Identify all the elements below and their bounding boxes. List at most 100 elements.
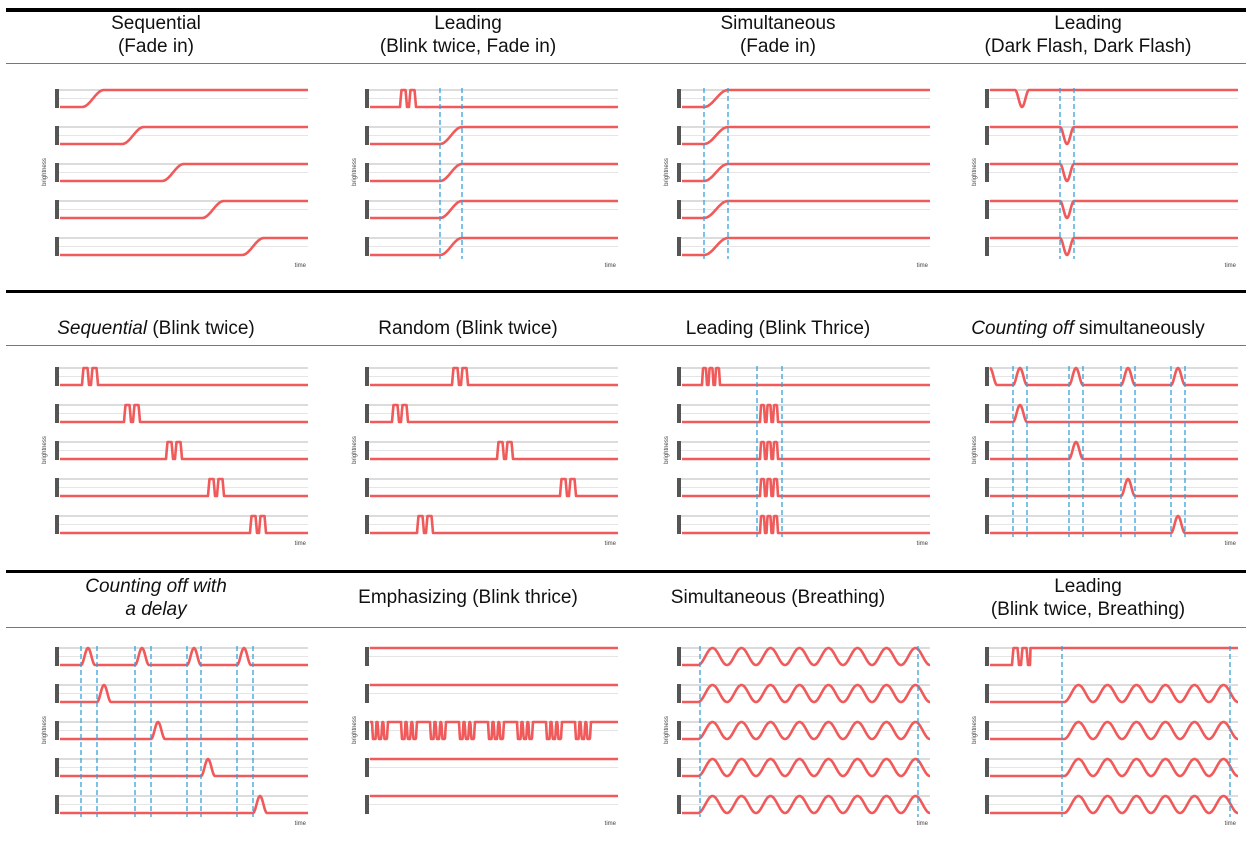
brightness-signal	[989, 794, 1239, 815]
led-marker	[985, 515, 989, 534]
led-marker	[365, 237, 369, 256]
led-marker	[677, 200, 681, 219]
brightness-signal	[59, 125, 309, 146]
pattern-panel-emphasizing: brightness time	[352, 646, 619, 827]
panel-title-line: Emphasizing (Blink thrice)	[358, 587, 578, 608]
pattern-panel-blink-then-breathing: brightness time	[972, 646, 1239, 827]
brightness-signal	[989, 88, 1239, 109]
brightness-signal	[369, 236, 619, 257]
brightness-signal	[369, 162, 619, 183]
y-axis-label: brightness	[352, 716, 358, 744]
panel-title: Leading (Blink twice, Fade in)	[312, 12, 624, 58]
led-marker	[677, 684, 681, 703]
brightness-signal	[681, 514, 931, 535]
panel-title-line: Counting off with	[85, 576, 227, 597]
pattern-panel-blink-thrice-leading: brightness time	[664, 366, 931, 547]
panel-title-line: Leading	[434, 13, 502, 34]
title-divider	[6, 345, 1246, 346]
panel-title-line: (Dark Flash, Dark Flash)	[984, 36, 1192, 57]
led-marker	[985, 684, 989, 703]
pattern-panel-blink-then-fade: brightness time	[352, 88, 619, 269]
led-marker	[985, 647, 989, 666]
panel-title-line: Leading	[1054, 13, 1122, 34]
x-axis-label: time	[295, 821, 307, 827]
brightness-signal	[989, 199, 1239, 220]
led-marker	[365, 89, 369, 108]
panel-title-line: Random (Blink twice)	[378, 318, 558, 339]
pattern-panel-counting-off-delay: brightness time	[42, 646, 309, 827]
section-rule	[6, 8, 1246, 12]
brightness-signal	[59, 646, 309, 667]
brightness-signal	[989, 646, 1239, 667]
brightness-signal	[59, 199, 309, 220]
led-marker	[55, 441, 59, 460]
panel-title: Random (Blink twice)	[312, 317, 624, 340]
x-axis-label: time	[917, 541, 929, 547]
x-axis-label: time	[1225, 821, 1237, 827]
panel-title: Leading (Blink Thrice)	[622, 317, 934, 340]
led-marker	[365, 721, 369, 740]
y-axis-label: brightness	[972, 436, 978, 464]
section-rule	[6, 570, 1246, 573]
led-marker	[55, 478, 59, 497]
led-marker	[55, 200, 59, 219]
led-marker	[677, 89, 681, 108]
brightness-signal	[681, 199, 931, 220]
brightness-signal	[681, 236, 931, 257]
brightness-signal	[989, 477, 1239, 498]
x-axis-label: time	[295, 541, 307, 547]
panel-title: Leading (Blink twice, Breathing)	[932, 575, 1244, 621]
led-marker	[677, 441, 681, 460]
y-axis-label: brightness	[664, 716, 670, 744]
led-marker	[677, 478, 681, 497]
x-axis-label: time	[917, 821, 929, 827]
panel-title-line: Sequential	[111, 13, 201, 34]
led-marker	[985, 163, 989, 182]
x-axis-label: time	[1225, 541, 1237, 547]
brightness-signal	[59, 236, 309, 257]
brightness-signal	[989, 236, 1239, 257]
brightness-signal	[59, 366, 309, 387]
brightness-signal	[681, 403, 931, 424]
panel-title-line: Simultaneous	[720, 13, 836, 34]
brightness-signal	[59, 440, 309, 461]
led-marker	[677, 367, 681, 386]
led-marker	[365, 758, 369, 777]
panel-title-line: Simultaneous (Breathing)	[670, 587, 886, 608]
led-marker	[55, 795, 59, 814]
brightness-signal	[59, 88, 309, 109]
panel-title-rest: (Blink twice)	[147, 318, 255, 339]
y-axis-label: brightness	[972, 716, 978, 744]
brightness-signal	[681, 757, 931, 778]
led-marker	[677, 647, 681, 666]
panel-title: Simultaneous (Fade in)	[622, 12, 934, 58]
brightness-signal	[681, 125, 931, 146]
brightness-signal	[681, 683, 931, 704]
y-axis-label: brightness	[352, 158, 358, 186]
pattern-panel-blink-twice-sequential: brightness time	[42, 366, 309, 547]
panel-title-line: Leading (Blink Thrice)	[685, 318, 871, 339]
brightness-signal	[681, 794, 931, 815]
y-axis-label: brightness	[352, 436, 358, 464]
y-axis-label: brightness	[42, 716, 48, 744]
brightness-signal	[681, 720, 931, 741]
led-marker	[365, 478, 369, 497]
led-marker	[55, 237, 59, 256]
brightness-signal	[681, 366, 931, 387]
panel-title: Sequential (Fade in)	[0, 12, 312, 58]
led-marker	[677, 163, 681, 182]
brightness-signal	[989, 720, 1239, 741]
x-axis-label: time	[917, 263, 929, 269]
led-marker	[985, 478, 989, 497]
brightness-signal	[59, 683, 309, 704]
led-marker	[985, 237, 989, 256]
led-marker	[677, 795, 681, 814]
panel-title-line: (Blink twice, Fade in)	[379, 36, 557, 57]
title-divider	[6, 63, 1246, 64]
panel-title: Sequential (Blink twice)	[0, 317, 312, 340]
x-axis-label: time	[605, 541, 617, 547]
led-marker	[55, 684, 59, 703]
brightness-signal	[681, 88, 931, 109]
brightness-signal	[369, 720, 619, 741]
